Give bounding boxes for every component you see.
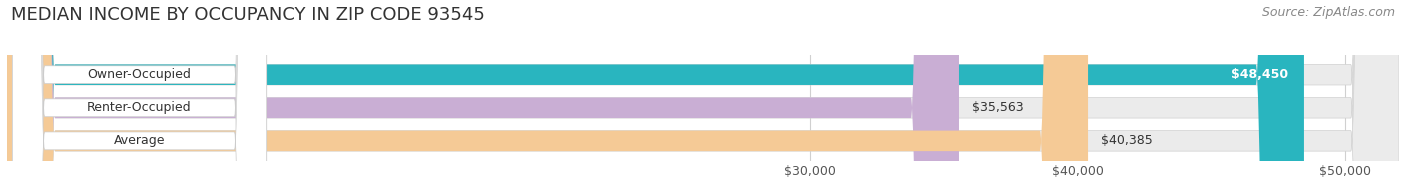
FancyBboxPatch shape: [7, 0, 1399, 196]
Text: $48,450: $48,450: [1230, 68, 1288, 81]
Text: Owner-Occupied: Owner-Occupied: [87, 68, 191, 81]
Text: Average: Average: [114, 134, 166, 147]
FancyBboxPatch shape: [13, 0, 267, 196]
Text: Source: ZipAtlas.com: Source: ZipAtlas.com: [1261, 6, 1395, 19]
Text: Renter-Occupied: Renter-Occupied: [87, 101, 191, 114]
Text: $40,385: $40,385: [1101, 134, 1153, 147]
FancyBboxPatch shape: [7, 0, 1399, 196]
FancyBboxPatch shape: [13, 0, 267, 196]
FancyBboxPatch shape: [7, 0, 959, 196]
FancyBboxPatch shape: [13, 0, 267, 196]
Text: MEDIAN INCOME BY OCCUPANCY IN ZIP CODE 93545: MEDIAN INCOME BY OCCUPANCY IN ZIP CODE 9…: [11, 6, 485, 24]
Text: $35,563: $35,563: [973, 101, 1024, 114]
FancyBboxPatch shape: [7, 0, 1303, 196]
FancyBboxPatch shape: [7, 0, 1088, 196]
FancyBboxPatch shape: [7, 0, 1399, 196]
